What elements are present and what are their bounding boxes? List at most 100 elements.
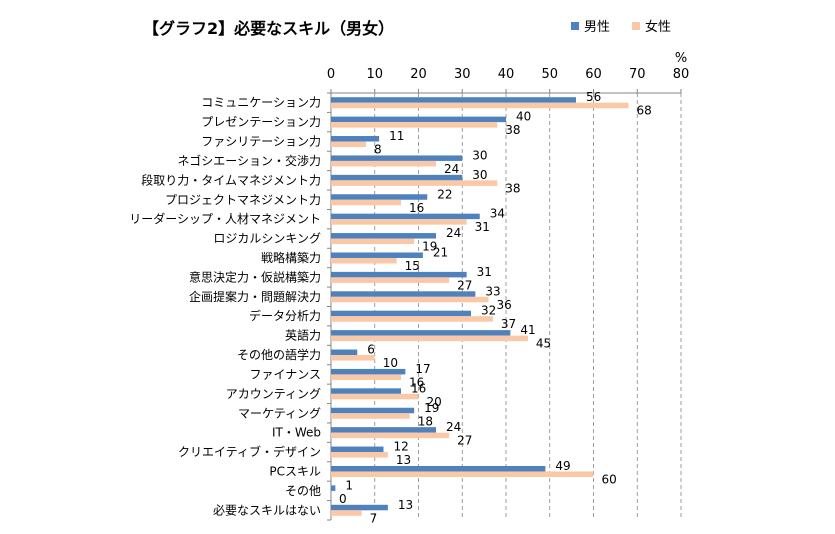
data-label-male: 32 [481, 304, 496, 318]
bar-male [331, 427, 436, 433]
legend-swatch-male [571, 21, 579, 30]
data-label-female: 36 [497, 298, 512, 312]
category-label: ファシリテーション力 [201, 135, 321, 149]
data-label-male: 31 [477, 265, 492, 279]
data-label-female: 19 [422, 240, 437, 254]
bar-female [331, 141, 366, 148]
category-label: ネゴシエーション・交渉力 [177, 153, 321, 168]
category-label: クリエイティブ・デザイン [178, 444, 321, 459]
category-label: アカウンティング [226, 387, 321, 401]
data-label-female: 38 [505, 181, 520, 195]
bar-male [331, 233, 436, 239]
bar-male [331, 465, 546, 472]
category-label: 戦略構築力 [261, 250, 321, 265]
bar-male [331, 407, 415, 414]
data-label-female: 15 [405, 259, 420, 273]
category-label: コミュニケーション力 [201, 96, 321, 110]
legend: 男性 女性 [571, 16, 693, 35]
bar-male [331, 271, 467, 278]
category-label: 企画提案力・問題解決力 [189, 289, 321, 304]
x-tick-label: 10 [366, 67, 383, 82]
data-label-female: 8 [374, 143, 382, 157]
x-tick-label: 20 [410, 67, 427, 82]
data-label-male: 30 [472, 148, 487, 162]
data-label-female: 18 [418, 414, 433, 428]
legend-swatch-female [632, 21, 641, 30]
data-label-male: 13 [398, 498, 413, 512]
x-tick-label: 0 [327, 67, 335, 82]
data-label-female: 7 [370, 511, 378, 525]
bar-male [331, 136, 380, 142]
bar-male [331, 368, 406, 375]
bar-male [331, 252, 423, 258]
data-label-male: 33 [485, 284, 500, 298]
x-tick-label: 60 [585, 67, 602, 82]
bar-male [331, 194, 428, 200]
data-label-female: 38 [505, 123, 520, 137]
category-label: プレゼンテーション力 [201, 115, 321, 129]
data-label-female: 10 [383, 356, 398, 370]
legend-label-male: 男性 [584, 20, 611, 35]
data-label-male: 16 [411, 381, 426, 395]
bar-male [331, 310, 471, 317]
data-label-male: 40 [516, 110, 531, 124]
category-label: ロジカルシンキング [213, 232, 321, 246]
bar-female [331, 160, 436, 167]
bar-female [331, 102, 629, 109]
data-label-male: 34 [490, 207, 505, 221]
bar-female [331, 413, 410, 419]
bar-female [331, 316, 493, 322]
x-tick-label: 40 [498, 67, 515, 82]
x-tick-label: 70 [629, 67, 646, 82]
bar-female [331, 452, 388, 458]
bar-male [331, 213, 480, 220]
data-label-female: 27 [457, 278, 472, 292]
category-label: その他 [285, 484, 321, 498]
bar-male [331, 155, 463, 161]
bar-female [331, 277, 450, 283]
bar-male [331, 116, 506, 123]
data-label-male: 49 [555, 459, 570, 473]
bar-male [331, 485, 336, 491]
data-label-male: 24 [446, 420, 461, 434]
bar-female [331, 432, 450, 439]
data-label-male: 12 [394, 440, 409, 454]
data-label-female: 37 [501, 317, 516, 331]
data-label-female: 0 [339, 492, 347, 506]
bar-male [331, 388, 401, 394]
category-label: データ分析力 [249, 308, 321, 323]
data-label-female: 68 [637, 104, 652, 118]
unit-label: % [675, 51, 687, 66]
category-label: プロジェクトマネジメント力 [165, 193, 321, 207]
data-label-male: 22 [437, 187, 452, 201]
chart-title: 【グラフ2】必要なスキル（男女） [143, 19, 395, 38]
data-label-female: 31 [475, 220, 490, 234]
data-label-male: 41 [520, 323, 535, 337]
bar-female [331, 238, 415, 245]
bar-female [331, 180, 498, 186]
data-label-male: 56 [586, 90, 601, 104]
data-label-female: 20 [427, 395, 442, 409]
bar-female [331, 355, 375, 361]
legend-label-female: 女性 [645, 20, 672, 35]
bar-male [331, 330, 511, 336]
data-label-female: 16 [409, 201, 424, 215]
x-tick-label: 30 [454, 67, 471, 82]
data-label-male: 6 [367, 343, 375, 357]
bar-female [331, 393, 419, 400]
data-label-male: 17 [415, 362, 430, 376]
data-label-male: 11 [389, 129, 404, 143]
bar-female [331, 219, 467, 225]
data-label-male: 1 [345, 478, 353, 492]
data-label-male: 21 [433, 245, 448, 259]
bar-female [331, 199, 401, 206]
legend-item-female: 女性 [632, 16, 671, 35]
category-label: IT・Web [272, 426, 321, 440]
category-label: 英語力 [285, 328, 321, 343]
data-label-female: 27 [457, 434, 472, 448]
data-label-male: 24 [446, 226, 461, 240]
x-tick-label: 80 [673, 67, 690, 82]
data-label-female: 24 [444, 162, 459, 176]
legend-item-male: 男性 [571, 16, 610, 35]
category-label: PCスキル [269, 464, 321, 478]
